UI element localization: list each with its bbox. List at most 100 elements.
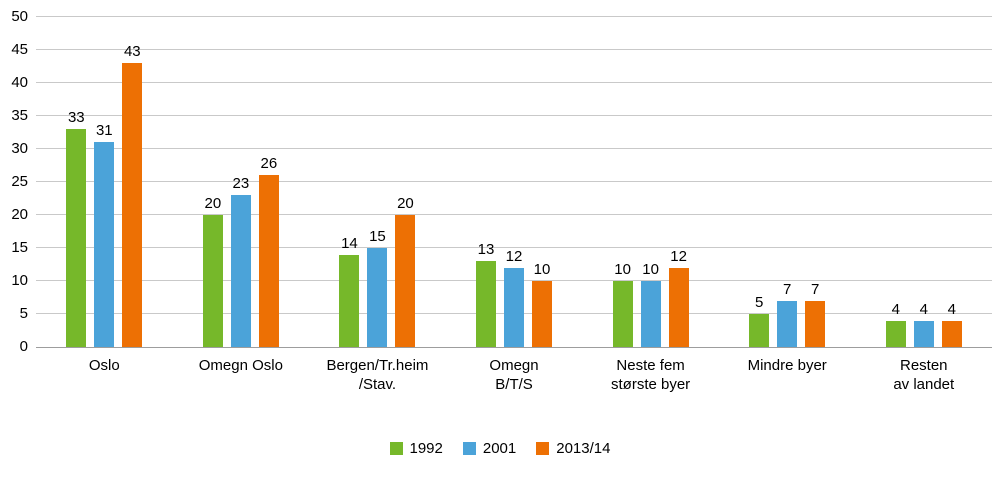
x-axis-label-neste-fem-st-rste-byer: Neste fem største byer [582,356,719,394]
bar-unit-2013-14-bergen-tr-heim-stav: 20 [395,17,416,347]
legend-item-2013-14: 2013/14 [536,440,610,457]
y-tick-label: 15 [11,239,28,256]
bar-group-oslo: 33 31 43 [36,17,173,347]
bar-2013-14 [941,320,962,347]
bar-value-label: 13 [477,241,495,259]
bar-unit-2013-14-mindre-byer: 7 [805,17,826,347]
bar-value-label: 26 [260,155,278,173]
bar-2001 [230,195,251,347]
bar-2001 [367,248,388,347]
legend-swatch-icon [389,442,403,455]
bar-value-label: 10 [642,261,659,278]
bar-value-label: 20 [204,195,222,212]
x-axis-label-line: Mindre byer [747,357,827,374]
legend-item-2001: 2001 [462,440,517,457]
bar-2013-14 [532,281,553,347]
x-axis-labels: Oslo Omegn Oslo Bergen/Tr.heim/Stav. Omegn B… [36,356,992,394]
bar-value-label: 10 [533,261,551,278]
legend-label: 1992 [409,440,443,457]
bar-1992 [476,261,497,347]
bar-1992 [339,254,360,347]
bar-unit-2001-mindre-byer: 7 [777,17,798,347]
bar-2001 [94,142,115,347]
bar-value-label: 14 [341,234,358,252]
bar-2013-14 [395,215,416,347]
legend-swatch-icon [536,442,550,455]
bar-2013-14 [668,267,689,347]
gridline [36,82,992,83]
legend-label: 2001 [482,440,517,457]
bar-unit-1992-oslo: 33 [66,17,87,347]
bar-value-label: 15 [369,228,386,245]
bar-2001 [504,267,525,347]
bar-group-omegn-b-t-s: 13 12 10 [446,17,583,347]
x-axis-label-omegn-b-t-s: Omegn B/T/S [446,356,583,394]
bar-unit-2013-14-omegn-oslo: 26 [258,17,279,347]
y-tick-label: 40 [11,74,28,91]
bar-unit-1992-omegn-b-t-s: 13 [476,17,497,347]
y-tick-label: 20 [11,206,28,223]
bar-unit-2013-14-resten-av-landet: 4 [941,17,962,347]
legend-item-1992: 1992 [389,440,443,457]
bar-1992 [202,215,223,347]
gridline [36,247,992,248]
gridline [36,148,992,149]
bar-2001 [777,300,798,347]
bar-value-label: 12 [505,247,523,265]
x-axis-label-oslo: Oslo [36,356,173,394]
bar-2001 [913,320,934,347]
bar-1992 [66,129,87,347]
bar-value-label: 12 [670,247,687,265]
bar-1992 [612,281,633,347]
x-axis-label-line: Resten [899,357,948,374]
bar-value-label: 7 [783,280,792,298]
y-tick-label: 45 [11,41,28,58]
bar-value-label: 4 [947,300,956,318]
bar-1992 [885,320,906,347]
legend: 1992 2001 2013/14 [0,440,1000,457]
bar-unit-1992-neste-fem-st-rste-byer: 10 [612,17,633,347]
gridline [36,115,992,116]
x-axis-label-line: B/T/S [495,376,533,393]
y-axis: 0 5 10 15 20 25 30 35 40 45 50 [0,9,28,355]
bar-value-label: 4 [919,300,928,318]
bar-value-label: 43 [123,43,141,61]
bar-unit-2001-neste-fem-st-rste-byer: 10 [640,17,661,347]
bar-unit-2001-oslo: 31 [94,17,115,347]
plot-area: 33 31 43 20 23 26 14 15 20 13 12 10 10 10 12 5 7 7 4 4 4 [36,16,992,348]
bar-unit-2013-14-omegn-b-t-s: 10 [532,17,553,347]
gridline [36,181,992,182]
bar-unit-1992-resten-av-landet: 4 [885,17,906,347]
bar-groups: 33 31 43 20 23 26 14 15 20 13 12 10 10 10 12 5 7 7 4 4 4 [36,17,992,347]
bar-unit-1992-omegn-oslo: 20 [202,17,223,347]
bar-unit-2013-14-neste-fem-st-rste-byer: 12 [668,17,689,347]
bar-group-mindre-byer: 5 7 7 [719,17,856,347]
x-axis-label-line: Neste fem [616,357,685,374]
y-tick-label: 25 [11,173,28,190]
x-axis-label-line: Oslo [88,357,120,374]
bar-value-label: 31 [95,122,113,140]
gridline [36,16,992,17]
bar-2001 [640,281,661,347]
y-tick-label: 30 [11,140,28,157]
bar-value-label: 4 [891,300,900,318]
x-axis-label-mindre-byer: Mindre byer [719,356,856,394]
bar-2013-14 [258,175,279,347]
x-axis-label-line: Omegn Oslo [198,357,283,374]
x-axis-label-line: av landet [893,376,955,393]
gridline [36,214,992,215]
legend-label: 2013/14 [556,440,611,457]
bar-unit-1992-mindre-byer: 5 [749,17,770,347]
y-tick-label: 10 [11,272,28,289]
bar-group-neste-fem-st-rste-byer: 10 10 12 [582,17,719,347]
bar-unit-2001-omegn-b-t-s: 12 [504,17,525,347]
legend-swatch-icon [462,442,476,455]
y-tick-label: 0 [19,338,28,355]
bar-value-label: 5 [755,294,764,311]
bar-value-label: 7 [811,280,820,298]
x-axis-label-line: største byer [611,376,691,393]
bar-value-label: 10 [614,261,631,278]
x-axis-label-omegn-oslo: Omegn Oslo [173,356,310,394]
bar-unit-1992-bergen-tr-heim-stav: 14 [339,17,360,347]
